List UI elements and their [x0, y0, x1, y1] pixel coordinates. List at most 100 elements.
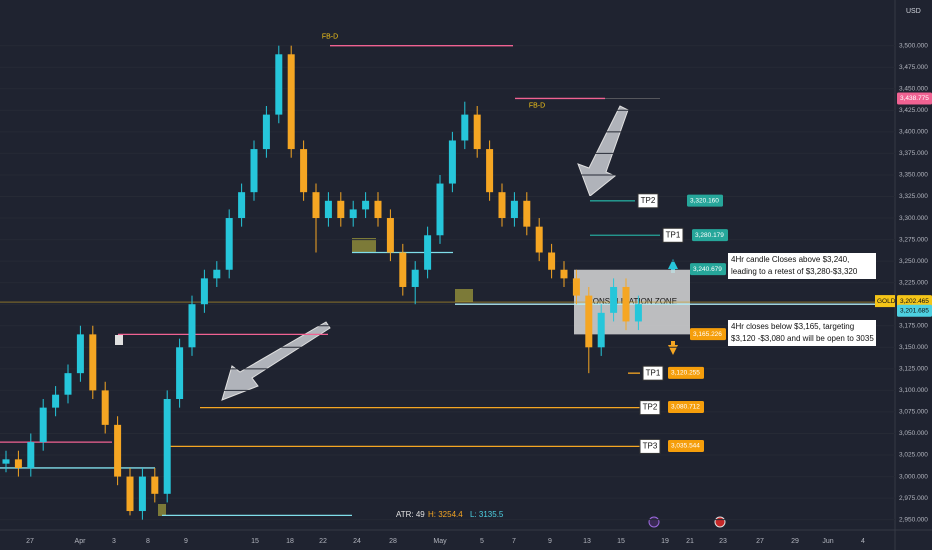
- event-icon: [648, 516, 660, 528]
- candle-body: [138, 476, 146, 512]
- y-tick-label: 3,075.000: [899, 409, 928, 416]
- candle-body: [300, 149, 308, 193]
- x-tick-label: 7: [512, 538, 516, 545]
- y-tick-label: 3,250.000: [899, 258, 928, 265]
- box: [455, 289, 473, 302]
- target-box: [637, 193, 659, 209]
- y-tick-label: 3,050.000: [899, 430, 928, 437]
- candle-body: [188, 304, 196, 348]
- candle-body: [473, 114, 481, 150]
- y-tick-label: 2,975.000: [899, 495, 928, 502]
- x-tick-label: 4: [861, 538, 865, 545]
- x-tick-label: 27: [756, 538, 764, 545]
- candle-body: [337, 200, 345, 219]
- y-tick-label: 3,275.000: [899, 236, 928, 243]
- x-tick-label: 28: [389, 538, 397, 545]
- indicator-high: H: 3254.4: [428, 510, 463, 519]
- x-tick-label: 19: [661, 538, 669, 545]
- y-tick-label: 3,100.000: [899, 387, 928, 394]
- candle-body: [114, 424, 122, 477]
- candle-body: [275, 54, 283, 115]
- candle-body: [64, 373, 72, 395]
- target-label: TP1: [666, 230, 681, 239]
- x-tick-label: Apr: [75, 538, 87, 545]
- y-tick-label: 3,225.000: [899, 279, 928, 286]
- candle-body: [610, 286, 618, 313]
- candle-body: [548, 252, 556, 270]
- candle-body: [250, 149, 258, 193]
- x-tick-label: 8: [146, 538, 150, 545]
- indicator-atr: ATR: 49: [396, 510, 425, 519]
- y-tick-label: 3,125.000: [899, 366, 928, 373]
- price-tag-label: 3,201.685: [900, 307, 929, 314]
- candle-body: [238, 192, 246, 219]
- candle-body: [424, 235, 432, 270]
- candle-body: [52, 394, 60, 408]
- candle-body: [2, 459, 10, 464]
- note-text: $3,120 -$3,080 and will be open to 3035: [731, 334, 874, 343]
- box: [352, 238, 376, 253]
- y-tick-label: 3,500.000: [899, 42, 928, 49]
- candle-body: [622, 286, 630, 322]
- price-tag: [690, 328, 726, 341]
- target-box: [642, 365, 664, 381]
- candle-body: [362, 200, 370, 210]
- y-tick-label: 3,000.000: [899, 473, 928, 480]
- candle-body: [374, 200, 382, 219]
- x-tick-label: 9: [548, 538, 552, 545]
- symbol-tag: [875, 295, 895, 308]
- box: [158, 504, 166, 516]
- x-tick-label: Jun: [822, 538, 833, 545]
- price-tag: [668, 366, 704, 379]
- x-tick-label: 15: [251, 538, 259, 545]
- candle-body: [151, 476, 159, 494]
- target-box: [662, 227, 684, 243]
- x-tick-label: May: [433, 538, 447, 545]
- candle-body: [448, 140, 456, 184]
- candle-body: [386, 218, 394, 253]
- y-tick-label: 3,025.000: [899, 452, 928, 459]
- candle-body: [89, 334, 97, 391]
- marker-label: FB-D: [322, 34, 338, 41]
- price-tag: [690, 263, 726, 276]
- x-tick-label: 9: [184, 538, 188, 545]
- note-text: 4Hr candle Closes above $3,240,: [731, 255, 849, 264]
- currency: USD: [906, 8, 921, 15]
- y-tick-label: 3,325.000: [899, 193, 928, 200]
- symbol-label: GOLD: [877, 298, 896, 305]
- price-tag-label: 3,240.679: [693, 266, 722, 273]
- target-label: TP3: [643, 442, 658, 451]
- candle-body: [225, 218, 233, 270]
- marker-label: FB-D: [529, 102, 545, 109]
- candle-body: [572, 278, 580, 296]
- price-tag: [668, 439, 704, 452]
- note-box: [728, 253, 876, 279]
- arrow: [577, 105, 629, 197]
- x-tick-label: 22: [319, 538, 327, 545]
- y-tick-label: 3,300.000: [899, 215, 928, 222]
- price-tag-label: 3,080.712: [671, 404, 700, 411]
- candle-body: [14, 459, 22, 468]
- candle-body: [560, 269, 568, 279]
- price-tag-label: 3,438.775: [900, 95, 929, 102]
- candle-body: [597, 312, 605, 348]
- candle-body: [126, 476, 134, 512]
- candle-body: [486, 149, 494, 193]
- candle-body: [535, 226, 543, 253]
- price-tag-label: 3,320.160: [690, 197, 719, 204]
- y-tick-label: 3,450.000: [899, 85, 928, 92]
- candle-body: [76, 334, 84, 374]
- event-icon: [714, 516, 726, 528]
- note-text: leading to a retest of $3,280-$3,320: [731, 267, 858, 276]
- zone-label: CONSOLIDATION ZONE: [587, 297, 677, 306]
- price-tag-label: 3,035.544: [671, 443, 700, 450]
- note-box: [728, 320, 876, 346]
- candle-body: [312, 192, 320, 219]
- candle-body: [176, 347, 184, 400]
- candle-body: [262, 114, 270, 150]
- candle-body: [585, 295, 593, 348]
- candle-body: [287, 54, 295, 150]
- x-tick-label: 13: [583, 538, 591, 545]
